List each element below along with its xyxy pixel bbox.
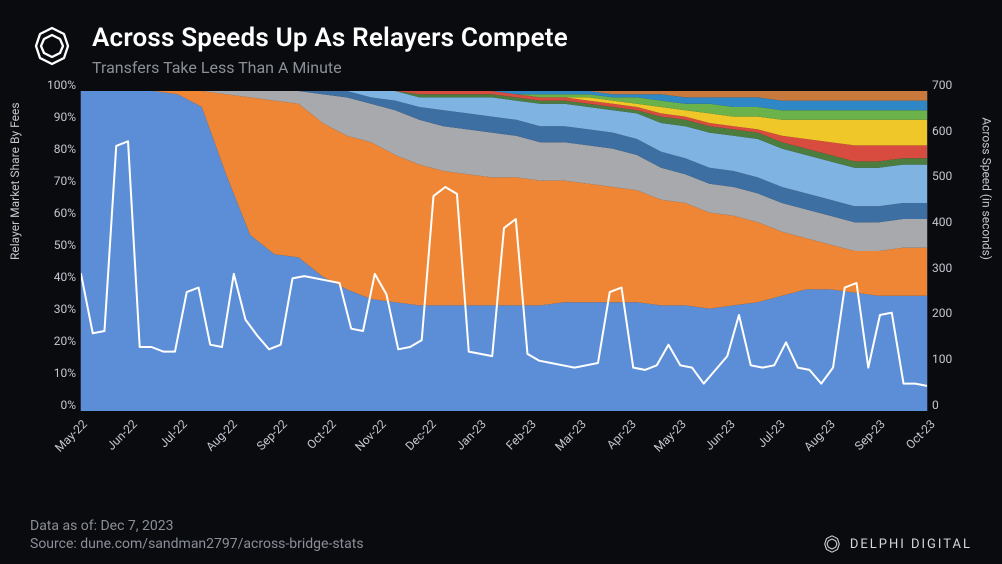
data-as-of: Data as of: Dec 7, 2023 — [30, 518, 364, 534]
x-tick: May-23 — [651, 417, 689, 455]
y-left-axis: 100%90%80%70%60%50%40%30%20%10%0% — [30, 91, 80, 411]
title-block: Across Speeds Up As Relayers Compete Tra… — [92, 24, 568, 77]
y-right-axis-label: Across Speed (in seconds) — [980, 117, 994, 260]
y-left-axis-label: Relayer Market Share By Fees — [8, 102, 22, 260]
brand: DELPHI DIGITAL — [822, 534, 972, 554]
x-tick: Aug-23 — [801, 417, 838, 454]
x-tick: Sep-23 — [852, 417, 888, 453]
chart-subtitle: Transfers Take Less Than A Minute — [92, 58, 568, 77]
y-right-axis: 7006005004003002001000 — [928, 91, 972, 411]
x-tick: Apr-23 — [604, 417, 639, 452]
data-source: Source: dune.com/sandman2797/across-brid… — [30, 536, 364, 552]
x-tick: Mar-23 — [552, 417, 589, 454]
x-tick: May-22 — [52, 417, 90, 455]
delphi-knot-icon-small — [822, 534, 842, 554]
x-tick: Jun-22 — [104, 417, 140, 453]
x-tick: Aug-22 — [203, 417, 240, 454]
chart-card: Across Speeds Up As Relayers Compete Tra… — [0, 0, 1002, 564]
footer: Data as of: Dec 7, 2023 Source: dune.com… — [30, 516, 972, 554]
x-tick: Dec-22 — [403, 417, 439, 453]
x-tick: Nov-22 — [352, 417, 389, 454]
x-tick: Jul-22 — [156, 417, 189, 450]
footer-meta: Data as of: Dec 7, 2023 Source: dune.com… — [30, 516, 364, 554]
chart-row: 100%90%80%70%60%50%40%30%20%10%0% 700600… — [30, 91, 972, 411]
x-tick: Oct-23 — [903, 417, 938, 452]
plot-area — [80, 91, 928, 411]
x-tick: Oct-22 — [304, 417, 339, 452]
header: Across Speeds Up As Relayers Compete Tra… — [30, 24, 972, 77]
delphi-knot-icon — [30, 24, 74, 68]
brand-label: DELPHI DIGITAL — [850, 537, 972, 552]
x-tick: Jan-23 — [453, 417, 489, 453]
x-tick: Jun-23 — [703, 417, 739, 453]
chart-title: Across Speeds Up As Relayers Compete — [92, 24, 568, 54]
x-tick: Jul-23 — [755, 417, 788, 450]
x-tick: Sep-22 — [253, 417, 289, 453]
x-axis: May-22Jun-22Jul-22Aug-22Sep-22Oct-22Nov-… — [80, 417, 928, 475]
x-tick: Feb-23 — [503, 417, 539, 453]
